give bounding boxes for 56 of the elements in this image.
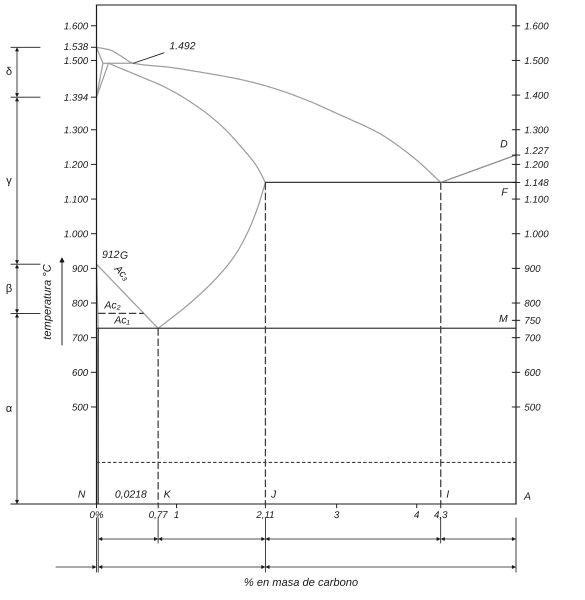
text: β [6, 284, 12, 294]
y2-tick-label: 1.200 [524, 161, 549, 168]
y2-tick-label: 1.500 [524, 57, 549, 64]
y2-tick-label: 600 [524, 369, 540, 376]
y-tick-label: 700 [72, 334, 88, 342]
y2-tick-label: 700 [525, 334, 540, 342]
y2-tick-label: 1.400 [524, 92, 549, 99]
y-axis-title: temperatura °C [42, 264, 53, 340]
text: A [523, 492, 530, 500]
y-tick-label: 600 [72, 369, 88, 376]
y2-tick-label: 1.148 [524, 179, 549, 186]
x-tick-label: 0,77 [149, 511, 168, 520]
y-tick-label: 1.200 [64, 161, 88, 168]
y-tick-label: 1.538 [64, 43, 88, 50]
text: % en masa de carbono [244, 578, 358, 586]
y-tick-label: 1.300 [64, 126, 88, 134]
annotation: Ac₃ [112, 264, 130, 282]
x-tick-label: 2,11 [256, 511, 274, 520]
text: δ [6, 66, 12, 75]
y-tick-label: 1.394 [64, 94, 88, 101]
y-tick-label: 1.000 [64, 230, 88, 238]
x-tick-label: 4 [414, 511, 420, 518]
annotation: I [446, 490, 450, 498]
y2-tick-label: 1.100 [524, 196, 549, 203]
text: γ [6, 178, 12, 186]
annotation: N [78, 490, 86, 498]
annotation: F [502, 188, 508, 196]
x-tick-label: 3 [334, 511, 340, 518]
x-tick-label: 0% [90, 511, 104, 518]
y2-tick-label: 1.000 [524, 230, 549, 238]
x-tick-label: 1 [174, 511, 178, 518]
annotation: M [499, 314, 508, 322]
y2-tick-label: 750 [525, 317, 540, 324]
y2-tick-label: 1.600 [524, 22, 549, 30]
x-tick-label: 4,3 [434, 511, 448, 520]
y2-tick-label: 500 [524, 404, 540, 411]
y-tick-label: 900 [72, 265, 88, 272]
annotation: D [500, 140, 508, 148]
y-tick-label: 500 [72, 404, 88, 411]
y-tick-label: 1.500 [64, 57, 88, 64]
annotation: 0,0218 [115, 490, 147, 500]
y2-tick-label: 1.300 [524, 126, 549, 134]
annotation: 1.492 [170, 42, 196, 50]
annotation: G [120, 251, 128, 259]
annotation: J [270, 490, 276, 498]
y2-tick-label: 1.227 [524, 147, 549, 154]
y-tick-label: 1.100 [64, 196, 88, 203]
annotation: K [164, 490, 172, 498]
annotation: Ac₂ [104, 301, 120, 310]
y-tick-label: 800 [72, 300, 88, 307]
y2-tick-label: 800 [524, 300, 540, 307]
annotation: Ac₁ [114, 316, 130, 325]
annotation: 912 [102, 250, 120, 258]
y2-tick-label: 900 [524, 265, 540, 272]
y-tick-label: 1.600 [64, 22, 88, 30]
text: α [6, 406, 12, 412]
